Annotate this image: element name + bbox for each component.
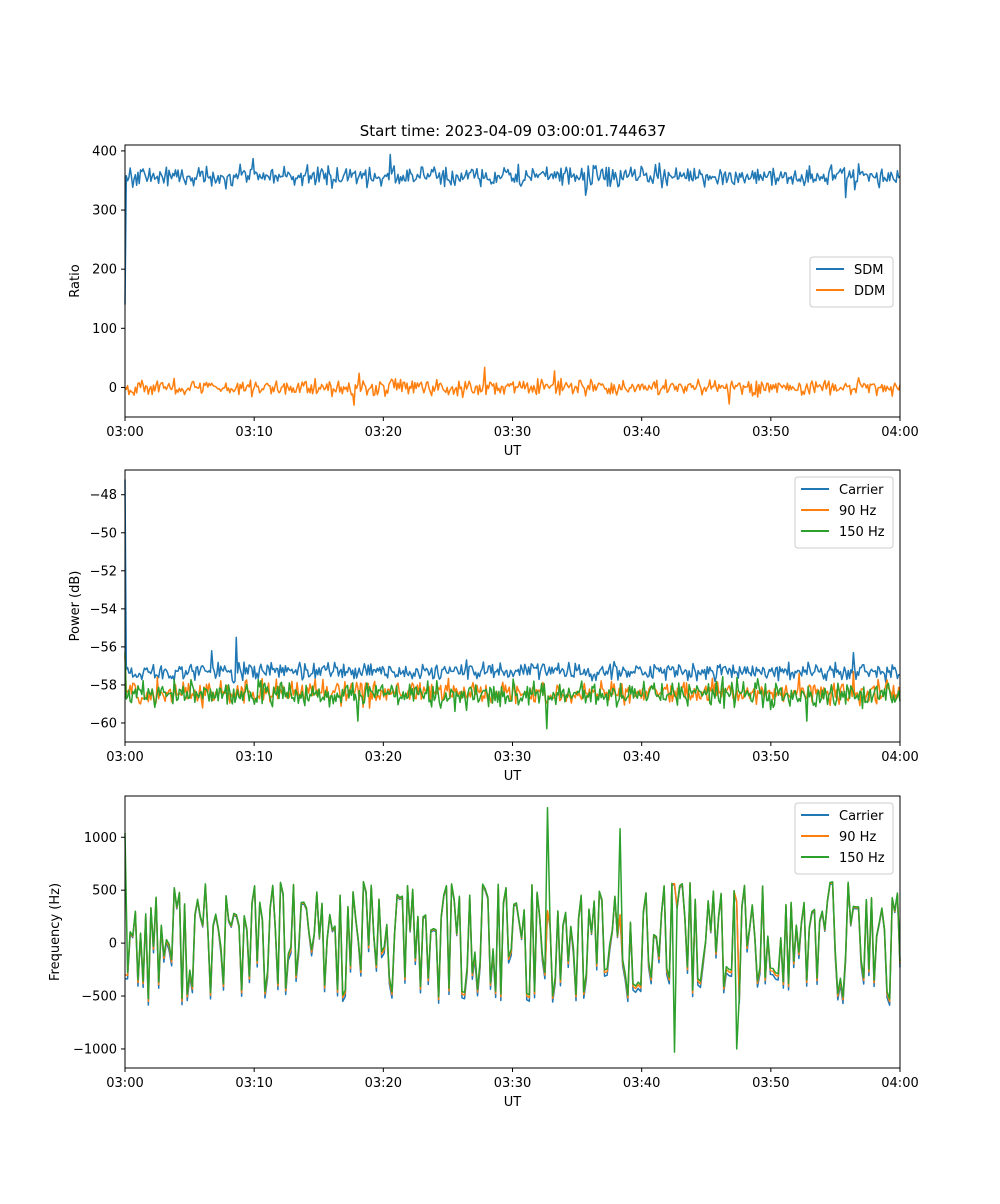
y-tick-label: −52	[90, 564, 117, 579]
y-tick-label: 0	[109, 381, 117, 396]
series-line-150-hz	[124, 806, 901, 1053]
x-tick-label: 03:00	[106, 750, 143, 765]
x-tick-label: 03:40	[623, 425, 660, 440]
figure-title: Start time: 2023-04-09 03:00:01.744637	[360, 122, 666, 140]
legend-label: Carrier	[839, 483, 884, 498]
x-tick-label: 03:00	[106, 1076, 143, 1091]
legend-label: 90 Hz	[839, 504, 876, 519]
y-tick-label: −54	[90, 602, 117, 617]
x-tick-label: 03:10	[235, 1076, 272, 1091]
legend-label: 90 Hz	[839, 830, 876, 845]
x-tick-label: 03:30	[494, 1076, 531, 1091]
legend-label: Carrier	[839, 809, 884, 824]
legend: Carrier 90 Hz 150 Hz	[794, 802, 894, 875]
x-axis-label: UT	[504, 444, 522, 459]
axes-frame	[124, 144, 901, 418]
x-tick-label: 03:10	[235, 425, 272, 440]
y-tick-label: −58	[90, 678, 117, 693]
y-tick-label: 1000	[84, 831, 117, 846]
x-tick-label: 03:50	[752, 1076, 789, 1091]
y-tick-label: −50	[90, 526, 117, 541]
y-axis-label: Power (dB)	[68, 571, 83, 642]
y-tick-label: −56	[90, 640, 117, 655]
x-tick-label: 03:30	[494, 750, 531, 765]
x-axis-label: UT	[504, 769, 522, 784]
x-tick-label: 03:20	[365, 425, 402, 440]
x-tick-label: 03:30	[494, 425, 531, 440]
legend-label: DDM	[854, 284, 885, 299]
x-tick-label: 03:20	[365, 1076, 402, 1091]
legend-label: 150 Hz	[839, 525, 885, 540]
x-tick-label: 04:00	[881, 425, 918, 440]
series-line-150-hz	[124, 652, 901, 730]
x-tick-label: 04:00	[881, 1076, 918, 1091]
y-tick-label: −1000	[73, 1042, 117, 1057]
y-axis-label: Frequency (Hz)	[48, 883, 63, 981]
x-tick-label: 03:50	[752, 425, 789, 440]
y-tick-label: 0	[109, 937, 117, 952]
y-tick-label: −500	[81, 990, 117, 1005]
x-tick-label: 04:00	[881, 750, 918, 765]
y-tick-label: 500	[92, 884, 117, 899]
series-line-ddm	[124, 366, 901, 406]
x-tick-label: 03:10	[235, 750, 272, 765]
legend-label: SDM	[854, 263, 883, 278]
y-tick-label: −48	[90, 488, 117, 503]
legend: SDM DDM	[809, 256, 894, 308]
y-tick-label: 100	[92, 322, 117, 337]
chart-panel-3: 03:00 03:10 03:20 03:30 03:40 03:50 04:00 1000 5…	[48, 795, 919, 1110]
y-tick-label: 200	[92, 263, 117, 278]
x-tick-label: 03:40	[623, 1076, 660, 1091]
chart-panel-2: 03:00 03:10 03:20 03:30 03:40 03:50 04:00 −48 −5…	[68, 469, 919, 784]
series-line-carrier	[124, 479, 901, 684]
x-tick-label: 03:20	[365, 750, 402, 765]
x-tick-label: 03:50	[752, 750, 789, 765]
y-axis-label: Ratio	[68, 264, 83, 297]
legend-label: 150 Hz	[839, 851, 885, 866]
x-axis-label: UT	[504, 1095, 522, 1110]
y-tick-label: 400	[92, 144, 117, 159]
y-tick-label: 300	[92, 204, 117, 219]
legend: Carrier 90 Hz 150 Hz	[794, 476, 894, 549]
y-tick-label: −60	[90, 716, 117, 731]
x-tick-label: 03:40	[623, 750, 660, 765]
x-tick-label: 03:00	[106, 425, 143, 440]
series-line-sdm	[124, 153, 901, 305]
chart-panel-1: 03:00 03:10 03:20 03:30 03:40 03:50 04:00 0 100 2…	[68, 144, 919, 459]
